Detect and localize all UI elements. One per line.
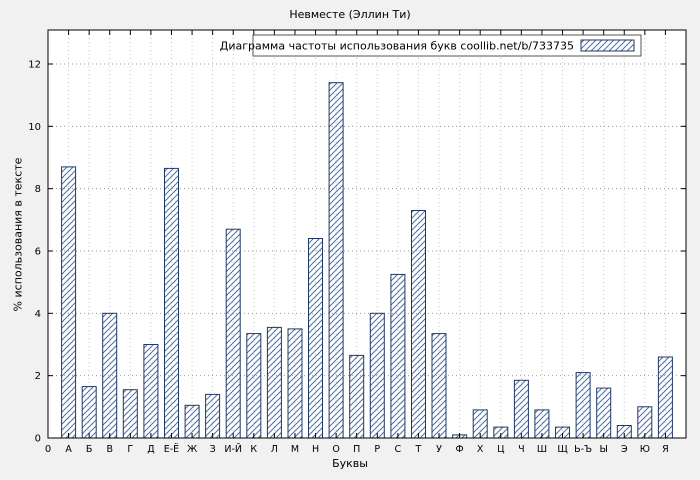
x-tick-label: О — [332, 444, 339, 455]
x-tick-label: Ь-Ъ — [574, 444, 592, 455]
bar-В — [102, 312, 118, 439]
legend-label: Диаграмма частоты использования букв coo… — [220, 40, 574, 53]
x-tick-label: И-Й — [224, 443, 242, 455]
x-tick-label: Ж — [187, 444, 198, 455]
bar-Ь-Ъ — [575, 372, 591, 439]
x-tick-label: Х — [477, 444, 484, 455]
x-tick-label: Н — [312, 444, 319, 455]
chart-title: Невместе (Эллин Ти) — [289, 8, 411, 21]
y-tick-label: 8 — [35, 184, 41, 195]
bar-К — [246, 333, 262, 439]
x-tick-label: Б — [86, 444, 93, 455]
y-tick-label: 2 — [35, 371, 41, 382]
plot-border — [47, 29, 687, 439]
bar-И-Й — [225, 228, 241, 439]
x-tick-label: В — [106, 444, 113, 455]
x-tick-label: А — [65, 444, 72, 455]
x-tick-label: Щ — [557, 444, 568, 455]
x-origin-label: 0 — [45, 444, 51, 455]
bar-М — [287, 328, 303, 439]
bars-group — [61, 82, 673, 439]
x-tick-label: Ц — [497, 444, 504, 455]
bar-Н — [308, 238, 323, 439]
legend-swatch — [580, 39, 635, 52]
y-tick-label: 4 — [35, 309, 41, 320]
bar-Т — [411, 210, 426, 439]
y-tick-label: 12 — [28, 60, 41, 71]
y-tick-label: 6 — [35, 247, 41, 258]
x-axis-label: Буквы — [332, 457, 368, 470]
bar-Е-Ё — [164, 167, 179, 439]
y-tick-label: 10 — [28, 122, 41, 133]
x-tick-label: К — [250, 444, 257, 455]
x-tick-label: Р — [374, 444, 380, 455]
bar-Ч — [513, 379, 529, 439]
legend-box — [252, 34, 642, 57]
bar-Я — [657, 356, 673, 439]
bar-Г — [122, 389, 138, 439]
y-tick-label: 0 — [35, 434, 41, 445]
bar-З — [205, 393, 221, 439]
legend: Диаграмма частоты использования букв coo… — [220, 34, 642, 57]
x-tick-label: Т — [415, 444, 422, 455]
bar-Ы — [596, 387, 612, 439]
bar-П — [349, 354, 365, 439]
x-tick-label: П — [353, 444, 360, 455]
bar-С — [390, 273, 406, 439]
bar-Б — [81, 386, 97, 439]
x-tick-label: М — [291, 444, 299, 455]
bar-О — [328, 82, 344, 439]
x-tick-label: Ы — [599, 444, 607, 455]
x-tick-label: З — [210, 444, 216, 455]
x-tick-label: Ш — [537, 444, 547, 455]
x-tick-label: Э — [621, 444, 628, 455]
x-tick-label: Ф — [456, 444, 464, 455]
x-tick-label: Л — [271, 444, 278, 455]
bar-Р — [369, 312, 385, 439]
x-tick-label: Я — [662, 444, 669, 455]
x-tick-label: Ю — [640, 444, 650, 455]
x-tick-label: Г — [127, 444, 133, 455]
bar-А — [61, 166, 77, 439]
bar-У — [431, 333, 447, 439]
x-tick-label: Е-Ё — [164, 444, 179, 455]
x-tick-label: С — [395, 444, 402, 455]
x-tick-label: Д — [147, 444, 154, 455]
x-tick-label: Ч — [518, 444, 525, 455]
x-tick-label: У — [436, 444, 442, 455]
bar-Д — [143, 344, 159, 439]
bar-Л — [266, 326, 282, 439]
